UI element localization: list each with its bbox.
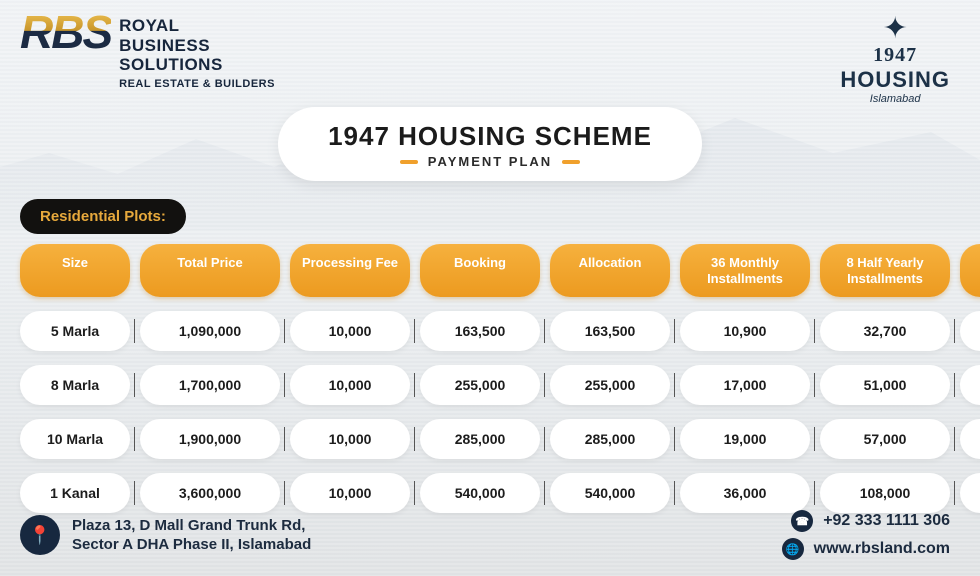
header-row: RBS ROYAL BUSINESS SOLUTIONS REAL ESTATE &… <box>0 0 980 105</box>
title-pill-wrap: 1947 HOUSING SCHEME PAYMENT PLAN <box>0 107 980 181</box>
footer-contact-block: ☎ +92 333 1111 306 🌐 www.rbsland.com <box>782 510 950 560</box>
table-header-booking: Booking <box>420 244 540 297</box>
location-pin-icon: 📍 <box>20 515 60 555</box>
scheme-title-sub-row: PAYMENT PLAN <box>328 154 652 169</box>
scheme-title-main: 1947 HOUSING SCHEME <box>328 121 652 152</box>
footer-address-block: 📍 Plaza 13, D Mall Grand Trunk Rd, Secto… <box>20 515 311 555</box>
row3-possession: 190,000 <box>960 419 980 459</box>
housing-city: Islamabad <box>840 93 950 105</box>
row3-monthly-36: 19,000 <box>680 419 810 459</box>
payment-plan-table: Size Total Price Processing Fee Booking … <box>0 234 980 513</box>
row3-total-price: 1,900,000 <box>140 419 280 459</box>
title-dash-left <box>400 160 418 164</box>
row3-half-yearly-8: 57,000 <box>820 419 950 459</box>
scheme-title-pill: 1947 HOUSING SCHEME PAYMENT PLAN <box>278 107 702 181</box>
table-header-total-price: Total Price <box>140 244 280 297</box>
footer-website-row[interactable]: 🌐 www.rbsland.com <box>782 538 950 560</box>
residential-plots-badge: Residential Plots: <box>20 199 186 234</box>
table-header-processing-fee: Processing Fee <box>290 244 410 297</box>
plots-badge-wrap: Residential Plots: <box>0 181 980 234</box>
website-icon: 🌐 <box>782 538 804 560</box>
row2-possession: 170,000 <box>960 365 980 405</box>
housing-crest-icon: ✦ <box>840 14 950 44</box>
row2-processing-fee: 10,000 <box>290 365 410 405</box>
row1-booking: 163,500 <box>420 311 540 351</box>
row1-possession: 109,000 <box>960 311 980 351</box>
row3-processing-fee: 10,000 <box>290 419 410 459</box>
rbs-logo: RBS ROYAL BUSINESS SOLUTIONS REAL ESTATE &… <box>20 14 275 90</box>
rbs-company-tagline: REAL ESTATE & BUILDERS <box>119 78 275 90</box>
footer-phone-row[interactable]: ☎ +92 333 1111 306 <box>782 510 950 532</box>
title-dash-right <box>562 160 580 164</box>
table-header-size: Size <box>20 244 130 297</box>
row2-total-price: 1,700,000 <box>140 365 280 405</box>
row1-total-price: 1,090,000 <box>140 311 280 351</box>
table-row: 8 Marla 1,700,000 10,000 255,000 255,000… <box>20 365 960 405</box>
row3-booking: 285,000 <box>420 419 540 459</box>
row1-size: 5 Marla <box>20 311 130 351</box>
scheme-title-sub: PAYMENT PLAN <box>428 154 552 169</box>
row1-processing-fee: 10,000 <box>290 311 410 351</box>
table-header-possession: Possession <box>960 244 980 297</box>
table-row: 10 Marla 1,900,000 10,000 285,000 285,00… <box>20 419 960 459</box>
housing-logo: ✦ 1947 HOUSING Islamabad <box>840 14 950 105</box>
footer-address-text: Plaza 13, D Mall Grand Trunk Rd, Sector … <box>72 516 311 555</box>
rbs-logo-text: ROYAL BUSINESS SOLUTIONS REAL ESTATE & BUI… <box>119 16 275 90</box>
table-header-8-half-yearly: 8 Half Yearly Installments <box>820 244 950 297</box>
table-row: 5 Marla 1,090,000 10,000 163,500 163,500… <box>20 311 960 351</box>
row1-monthly-36: 10,900 <box>680 311 810 351</box>
row1-half-yearly-8: 32,700 <box>820 311 950 351</box>
row3-size: 10 Marla <box>20 419 130 459</box>
table-header-allocation: Allocation <box>550 244 670 297</box>
row3-allocation: 285,000 <box>550 419 670 459</box>
housing-year: 1947 <box>840 44 950 67</box>
housing-title: HOUSING <box>840 67 950 93</box>
row2-monthly-36: 17,000 <box>680 365 810 405</box>
row2-size: 8 Marla <box>20 365 130 405</box>
row2-allocation: 255,000 <box>550 365 670 405</box>
rbs-company-name: ROYAL BUSINESS SOLUTIONS <box>119 16 275 75</box>
phone-icon: ☎ <box>791 510 813 532</box>
row2-booking: 255,000 <box>420 365 540 405</box>
table-header-row: Size Total Price Processing Fee Booking … <box>20 244 960 297</box>
row1-allocation: 163,500 <box>550 311 670 351</box>
table-header-36-monthly: 36 Monthly Installments <box>680 244 810 297</box>
rbs-logo-mark: RBS <box>20 14 111 51</box>
footer-row: 📍 Plaza 13, D Mall Grand Trunk Rd, Secto… <box>0 494 980 576</box>
row2-half-yearly-8: 51,000 <box>820 365 950 405</box>
